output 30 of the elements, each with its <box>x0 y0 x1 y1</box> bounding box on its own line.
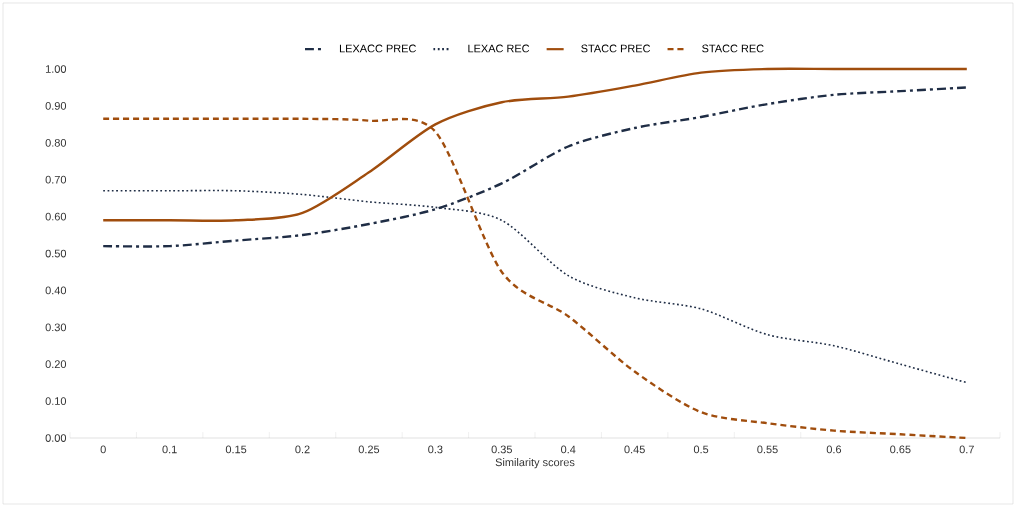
x-tick-label: 0.55 <box>757 445 778 454</box>
x-axis-title: Similarity scores <box>495 458 575 469</box>
x-tick-label: 0.15 <box>225 445 247 454</box>
x-tick-label: 0.4 <box>561 445 576 454</box>
x-tick-label: 0.65 <box>890 445 911 454</box>
x-tick-label: 0.6 <box>826 445 842 454</box>
y-tick-label: 1.00 <box>45 65 67 73</box>
y-tick-label: 0.70 <box>45 175 67 184</box>
y-tick-label: 0.60 <box>45 212 67 221</box>
x-tick-label: 0.7 <box>959 445 974 454</box>
legend-label: LEXACC PREC <box>339 44 416 53</box>
y-tick-label: 0.30 <box>45 323 67 332</box>
legend-label: LEXAC REC <box>468 44 530 53</box>
legend-label: STACC PREC <box>581 44 651 53</box>
y-tick-label: 0.40 <box>45 286 67 295</box>
y-tick-label: 0.10 <box>45 397 67 405</box>
y-tick-label: 0.20 <box>45 360 67 369</box>
legend-label: STACC REC <box>702 44 764 53</box>
y-tick-label: 0.90 <box>45 102 67 110</box>
x-tick-label: 0 <box>100 445 106 454</box>
x-tick-label: 0.25 <box>358 445 380 454</box>
x-tick-label: 0.3 <box>428 445 443 454</box>
x-tick-label: 0.35 <box>491 445 512 454</box>
x-tick-label: 0.45 <box>624 445 645 454</box>
x-tick-label: 0.5 <box>693 445 709 454</box>
y-tick-label: 0.00 <box>45 434 67 442</box>
x-tick-label: 0.1 <box>162 445 177 454</box>
y-tick-label: 0.50 <box>45 249 67 258</box>
y-tick-label: 0.80 <box>45 138 67 147</box>
x-tick-label: 0.2 <box>295 445 310 454</box>
